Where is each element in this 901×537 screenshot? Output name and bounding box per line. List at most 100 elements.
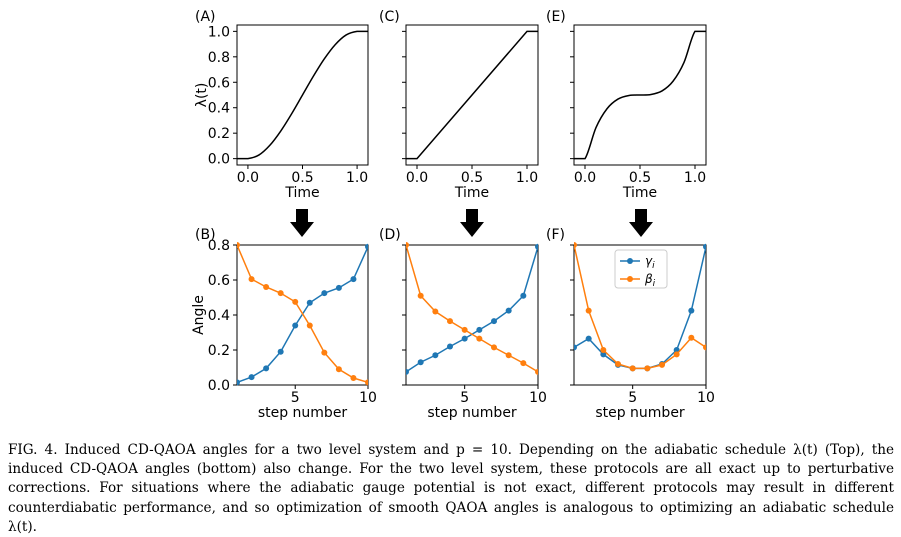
schedule-line bbox=[574, 30, 706, 160]
panel-label: (B) bbox=[195, 227, 216, 243]
beta-series-line bbox=[574, 244, 706, 370]
gamma-point bbox=[447, 343, 453, 350]
x-axis-label: step number bbox=[258, 405, 348, 421]
y-axis-label: λ(t) bbox=[194, 83, 210, 108]
x-tick-label: 5 bbox=[291, 390, 300, 406]
y-tick-label: 0.4 bbox=[208, 101, 230, 117]
y-tick-label: 0.4 bbox=[208, 308, 230, 324]
gamma-point bbox=[277, 348, 284, 355]
gamma-point bbox=[321, 290, 328, 297]
gamma-point bbox=[535, 243, 538, 250]
y-tick-label: 0.8 bbox=[208, 50, 230, 66]
schedule-line bbox=[406, 30, 538, 160]
beta-point bbox=[574, 242, 577, 248]
gamma-point bbox=[585, 335, 592, 342]
gamma-point bbox=[461, 335, 468, 342]
down-arrow-icon bbox=[460, 209, 484, 237]
beta-point bbox=[703, 344, 706, 351]
y-axis-label: Angle bbox=[191, 295, 207, 335]
gamma-point bbox=[688, 307, 695, 314]
down-arrow-icon bbox=[290, 209, 314, 237]
beta-point bbox=[476, 335, 483, 342]
beta-point bbox=[237, 242, 240, 248]
beta-point bbox=[350, 375, 357, 381]
y-tick-label: 0.2 bbox=[208, 126, 230, 142]
legend-swatch-marker bbox=[627, 258, 633, 264]
gamma-point bbox=[237, 379, 240, 386]
gamma-point bbox=[520, 292, 527, 299]
axes-frame bbox=[405, 244, 539, 386]
beta-point bbox=[277, 290, 284, 297]
gamma-point bbox=[673, 347, 680, 353]
x-tick-label: 0.0 bbox=[237, 170, 259, 186]
y-tick-label: 0.0 bbox=[208, 378, 230, 394]
x-tick-label: 0.5 bbox=[461, 170, 483, 186]
x-tick-label: 10 bbox=[359, 390, 377, 406]
beta-point bbox=[585, 307, 592, 314]
x-tick-label: 0.5 bbox=[291, 170, 313, 186]
beta-point bbox=[505, 352, 512, 359]
beta-point bbox=[688, 334, 695, 341]
x-axis-label: step number bbox=[427, 405, 517, 421]
beta-point bbox=[306, 322, 313, 329]
y-tick-label: 1.0 bbox=[208, 24, 230, 40]
panel-label: (C) bbox=[379, 9, 400, 25]
gamma-point bbox=[476, 326, 483, 333]
gamma-point bbox=[306, 299, 313, 306]
gamma-point bbox=[432, 352, 439, 359]
gamma-point bbox=[335, 284, 342, 291]
gamma-point bbox=[365, 243, 368, 250]
y-tick-label: 0.6 bbox=[208, 273, 230, 289]
gamma-point bbox=[406, 368, 409, 375]
x-tick-label: 10 bbox=[697, 390, 715, 406]
x-axis-label: Time bbox=[284, 185, 319, 201]
y-tick-label: 0.0 bbox=[208, 152, 230, 168]
x-axis-label: Time bbox=[622, 185, 657, 201]
plot-area bbox=[237, 30, 368, 160]
x-tick-label: 1.0 bbox=[516, 170, 538, 186]
beta-point bbox=[461, 326, 468, 333]
beta-series-line bbox=[406, 244, 538, 373]
beta-point bbox=[263, 284, 270, 290]
beta-point bbox=[417, 292, 424, 299]
beta-point bbox=[673, 351, 680, 358]
x-axis-label: Time bbox=[454, 185, 489, 201]
legend-swatch-marker bbox=[627, 276, 633, 282]
beta-point bbox=[292, 298, 299, 305]
legend-box bbox=[614, 249, 668, 289]
x-tick-label: 1.0 bbox=[684, 170, 706, 186]
down-arrow-icon bbox=[629, 209, 653, 237]
x-tick-label: 0.5 bbox=[629, 170, 651, 186]
panel-label: (D) bbox=[379, 227, 401, 243]
beta-point bbox=[491, 344, 497, 351]
schedule-line bbox=[237, 30, 368, 160]
x-axis-label: step number bbox=[595, 405, 685, 421]
gamma-point bbox=[600, 351, 607, 358]
gamma-point bbox=[574, 344, 577, 351]
x-tick-label: 1.0 bbox=[346, 170, 368, 186]
plot-area bbox=[406, 30, 538, 160]
gamma-point bbox=[350, 276, 357, 283]
beta-point bbox=[335, 366, 342, 373]
figure-caption: FIG. 4. Induced CD-QAOA angles for a two… bbox=[8, 442, 894, 535]
beta-point bbox=[659, 361, 665, 368]
beta-point bbox=[644, 365, 651, 372]
x-tick-label: 0.0 bbox=[406, 170, 428, 186]
panel-label: (F) bbox=[546, 227, 565, 243]
gamma-point bbox=[248, 374, 255, 381]
beta-series-line bbox=[237, 244, 368, 384]
gamma-point bbox=[417, 359, 424, 366]
x-tick-label: 10 bbox=[529, 390, 547, 406]
plot-area bbox=[574, 30, 706, 160]
beta-point bbox=[406, 242, 409, 248]
beta-point bbox=[248, 276, 255, 283]
plot-area bbox=[237, 242, 368, 386]
x-tick-label: 5 bbox=[628, 390, 637, 406]
y-tick-label: 0.6 bbox=[208, 75, 230, 91]
beta-point bbox=[629, 365, 636, 372]
plot-area bbox=[574, 242, 706, 372]
legend-label-beta: βi bbox=[644, 272, 656, 289]
panel-label: (E) bbox=[546, 9, 566, 25]
beta-point bbox=[447, 318, 453, 325]
gamma-series-line bbox=[406, 246, 538, 373]
